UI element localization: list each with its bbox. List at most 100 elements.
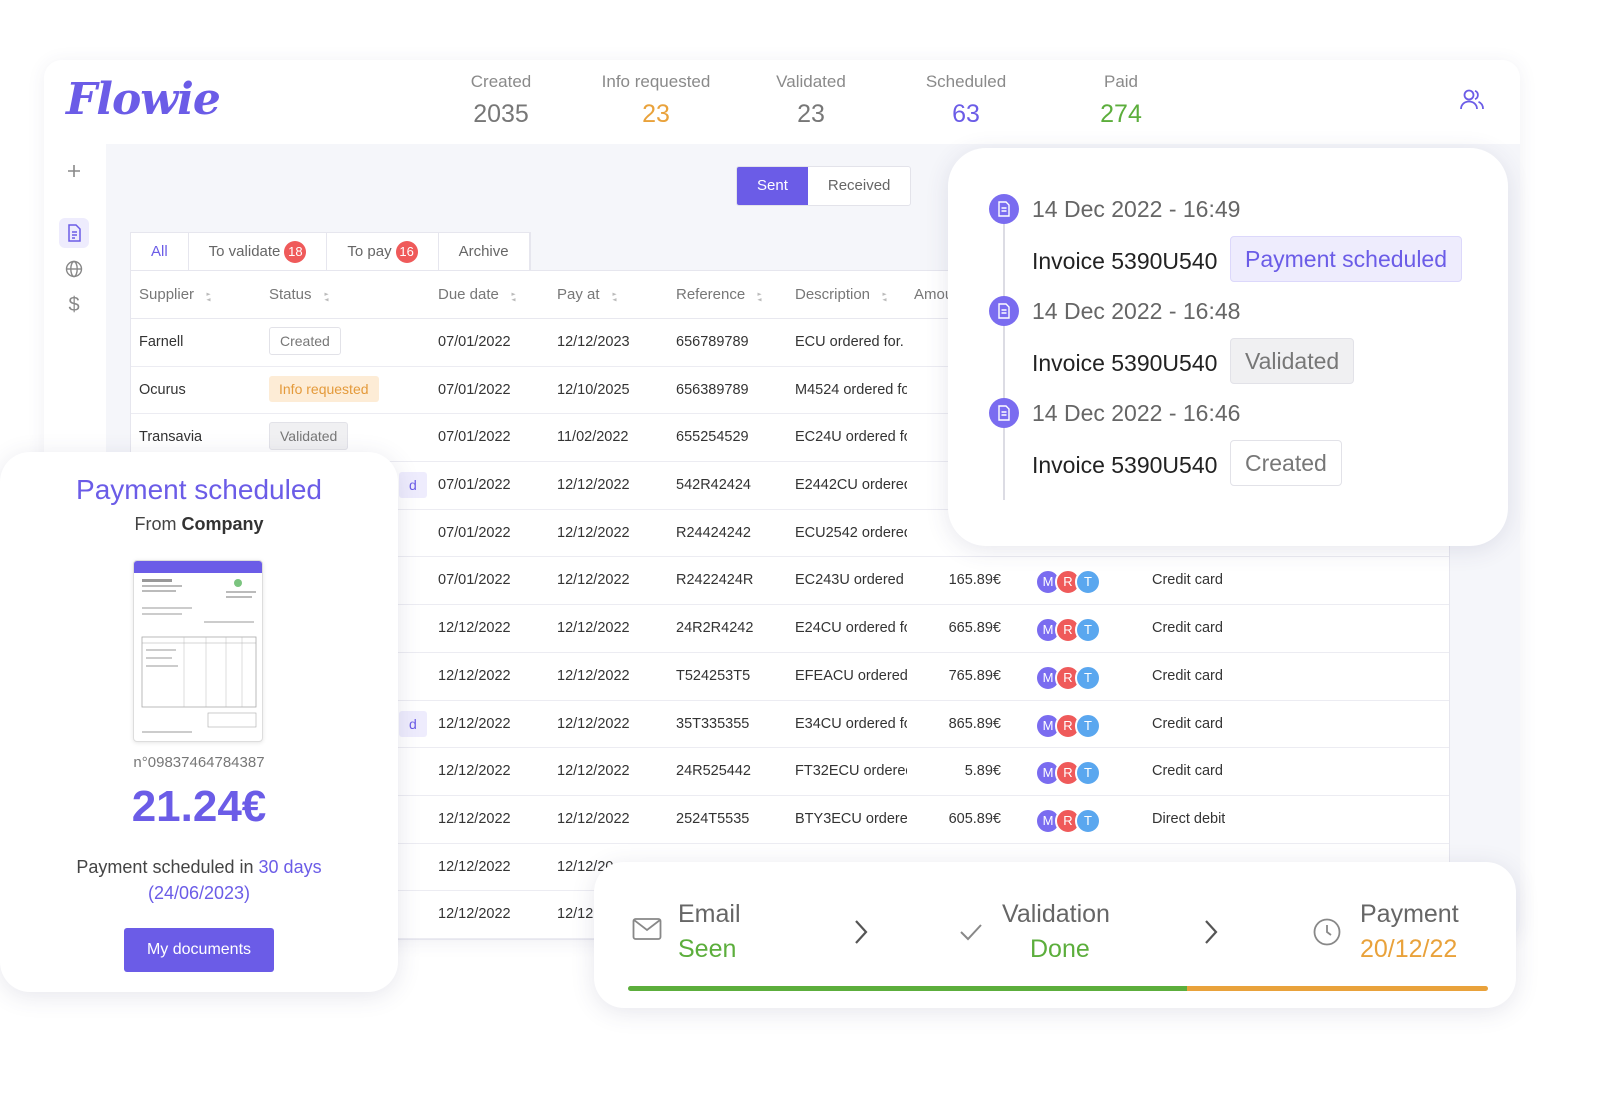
invoice-thumbnail[interactable]: [133, 560, 263, 742]
chevron-right-icon: [1205, 920, 1218, 944]
description-cell: FT32ECU ordered: [795, 763, 907, 780]
table-row[interactable]: 12/12/2022 12/12/2022 T524253T5 EFEACU orde…: [131, 653, 1449, 701]
reference-cell: R2422424R: [676, 572, 754, 589]
event-invoice[interactable]: Invoice 5390U540: [1032, 452, 1218, 478]
avatar: T: [1075, 569, 1101, 596]
stat-scheduled[interactable]: Scheduled 63: [891, 72, 1041, 129]
table-body: Farnell Created 07/01/2022 12/12/2023 656789…: [131, 319, 1449, 939]
tab-to-pay[interactable]: To pay 16: [327, 233, 439, 270]
sent-button[interactable]: Sent: [737, 167, 808, 205]
table-row[interactable]: 12/12/2022 12/12/2022 24R525442 FT32ECU ord…: [131, 748, 1449, 796]
payment-method-cell: Credit card: [1152, 620, 1223, 637]
status-badge: d: [399, 710, 427, 737]
column-header[interactable]: Reference ▲▼: [676, 271, 769, 321]
stat-info-requested[interactable]: Info requested 23: [581, 72, 731, 129]
payment-method-cell: Credit card: [1152, 763, 1223, 780]
due-date-cell: 12/12/2022: [438, 858, 511, 875]
pay-at-cell: 12/12/2022: [557, 810, 630, 827]
invoice-timeline-card: 14 Dec 2022 - 16:49 Invoice 5390U540 Payme…: [948, 148, 1508, 546]
table-row[interactable]: 12/12/2022 12/12/2022 2524T5535 BTY3ECU ord…: [131, 796, 1449, 844]
column-header[interactable]: Pay at ▲▼: [557, 271, 623, 321]
stat-validated[interactable]: Validated 23: [736, 72, 886, 129]
table-row[interactable]: d 12/12/2022 12/12/2022 35T335355 E34CU orde…: [131, 701, 1449, 749]
status-badge: Validated: [269, 422, 349, 451]
received-button[interactable]: Received: [827, 177, 891, 194]
dollar-icon: $: [68, 293, 80, 316]
sort-icon[interactable]: ▲▼: [755, 291, 764, 303]
tab-label: All: [151, 242, 168, 260]
sort-icon[interactable]: ▲▼: [204, 291, 213, 303]
column-header-label: Description: [795, 286, 871, 303]
stat-created[interactable]: Created 2035: [426, 72, 576, 129]
avatar: T: [1075, 617, 1101, 644]
tab-all[interactable]: All: [131, 233, 189, 270]
table-row[interactable]: 12/12/2022 12/12/2022 24R2R4242 E24CU order…: [131, 605, 1449, 653]
documents-nav[interactable]: [59, 218, 89, 248]
table-row[interactable]: 07/01/2022 12/12/2022 R2422424R EC243U orde…: [131, 557, 1449, 606]
chevron-right-icon: [855, 920, 868, 944]
column-header[interactable]: Amou: [914, 271, 953, 319]
tab-label: To pay: [347, 242, 392, 260]
sort-icon[interactable]: ▲▼: [509, 291, 517, 303]
column-header-label: Amou: [914, 286, 954, 303]
add-button[interactable]: [59, 156, 89, 186]
due-date-cell: 12/12/2022: [438, 810, 511, 827]
payment-schedule-text: Payment scheduled in 30 days (24/06/2023…: [0, 854, 398, 906]
table-row[interactable]: Farnell Created 07/01/2022 12/12/2023 656789…: [131, 319, 1449, 367]
event-status-tag: Validated: [1230, 338, 1355, 384]
step-label: Validation: [1002, 900, 1110, 928]
avatar: T: [1075, 712, 1101, 739]
table-row[interactable]: Ocurus Info requested 07/01/2022 12/10/2025…: [131, 367, 1449, 415]
avatar: T: [1075, 760, 1101, 787]
sort-icon[interactable]: ▲▼: [880, 291, 889, 303]
description-cell: E24CU ordered fo: [795, 620, 907, 637]
schedule-days: 30 days: [258, 857, 322, 877]
stat-paid[interactable]: Paid 274: [1046, 72, 1196, 129]
due-date-cell: 07/01/2022: [438, 524, 511, 541]
event-invoice[interactable]: Invoice 5390U540: [1032, 248, 1218, 274]
flowie-logo[interactable]: Flowie: [66, 74, 221, 125]
users-icon[interactable]: [1458, 86, 1486, 114]
payment-amount: 21.24€: [131, 782, 267, 831]
sort-icon[interactable]: ▲▼: [609, 291, 618, 303]
status-cell: Validated: [269, 414, 439, 461]
column-header[interactable]: Description ▲▼: [795, 271, 894, 321]
timeline-line: [1003, 208, 1005, 500]
column-header[interactable]: Status ▲▼: [269, 271, 335, 321]
sent-received-toggle: Sent Received: [736, 166, 912, 206]
amount-cell: 765.89€: [948, 667, 1001, 684]
column-header[interactable]: Due date ▲▼: [438, 271, 523, 321]
table-row[interactable]: d 07/01/2022 12/12/2022 542R42424 E2442CU or…: [131, 462, 1449, 510]
step-label: Payment: [1360, 900, 1459, 928]
sort-icon[interactable]: ▲▼: [321, 291, 330, 303]
column-header-label: Supplier: [139, 286, 195, 303]
pay-at-cell: 12/12/2022: [557, 763, 630, 780]
due-date-cell: 12/12/2022: [438, 667, 511, 684]
due-date-cell: 07/01/2022: [438, 572, 511, 589]
globe-nav[interactable]: [59, 254, 89, 284]
step-validation: Validation Done: [1002, 900, 1110, 964]
invoice-event-icon: [989, 296, 1019, 326]
progress-pending: [1187, 986, 1488, 991]
amount-cell: 165.89€: [948, 572, 1001, 589]
invoice-preview-icon: [134, 561, 262, 733]
step-value: 20/12/22: [1360, 935, 1458, 963]
tab-archive[interactable]: Archive: [439, 233, 530, 270]
check-icon: [960, 924, 982, 941]
column-header[interactable]: Supplier ▲▼: [139, 271, 218, 321]
table-row[interactable]: Transavia Validated 07/01/2022 11/02/2022 65…: [131, 414, 1449, 463]
description-cell: EC24U ordered fo: [795, 429, 907, 446]
amount-cell: 665.89€: [948, 620, 1001, 637]
my-documents-button[interactable]: My documents: [124, 928, 274, 972]
event-invoice[interactable]: Invoice 5390U540: [1032, 350, 1218, 376]
payment-method-cell: Credit card: [1152, 572, 1223, 589]
tab-to-validate[interactable]: To validate 18: [189, 233, 328, 270]
due-date-cell: 07/01/2022: [438, 381, 511, 398]
payments-nav[interactable]: $: [59, 290, 89, 320]
